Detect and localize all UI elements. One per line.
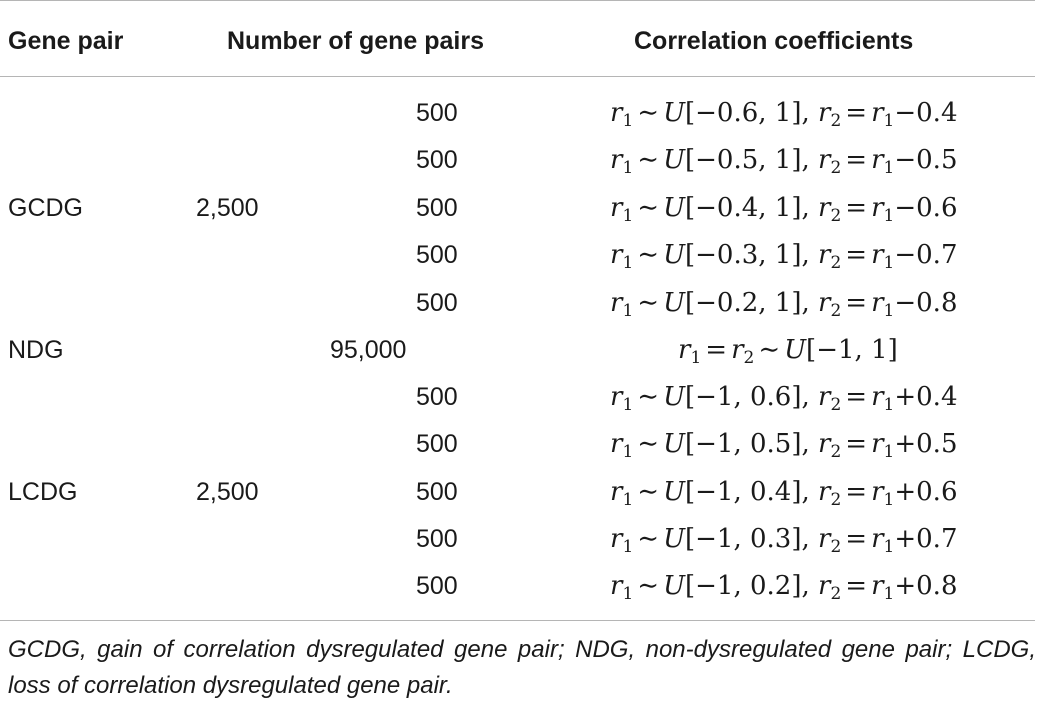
row-count: 500 [416, 99, 458, 127]
formula-range: [−1, 0.2] [684, 571, 802, 601]
correlation-formula-ndg: r1 = r2 ∼ U[−1, 1] [678, 335, 898, 368]
formula-range: [−0.5, 1] [684, 145, 802, 175]
row-count: 500 [416, 478, 458, 506]
group-label-gcdg: GCDG [8, 194, 83, 222]
formula-delta: 0.6 [916, 477, 958, 507]
formula-delta: 0.7 [916, 524, 958, 554]
top-rule [0, 0, 1035, 1]
row-count: 500 [416, 241, 458, 269]
formula-delta: 0.6 [916, 193, 958, 223]
formula-sign: − [894, 98, 917, 128]
formula-sign: + [894, 429, 917, 459]
header-number-of-gene-pairs: Number of gene pairs [227, 27, 484, 55]
formula-sign: − [894, 288, 917, 318]
correlation-formula: r1 ∼ U[−0.4, 1], r2 = r1−0.6 [610, 193, 958, 226]
correlation-formula: r1 ∼ U[−1, 0.3], r2 = r1+0.7 [610, 524, 958, 557]
row-count: 500 [416, 194, 458, 222]
group-total-ndg: 95,000 [330, 336, 407, 364]
formula-range: [−1, 0.3] [684, 524, 802, 554]
table-footnote: GCDG, gain of correlation dysregulated g… [8, 636, 1036, 699]
correlation-formula: r1 ∼ U[−0.2, 1], r2 = r1−0.8 [610, 288, 958, 321]
correlation-formula: r1 ∼ U[−0.5, 1], r2 = r1−0.5 [610, 145, 958, 178]
formula-delta: 0.7 [916, 240, 958, 270]
group-label-ndg: NDG [8, 336, 64, 364]
row-count: 500 [416, 146, 458, 174]
formula-delta: 0.4 [916, 382, 958, 412]
header-correlation-coefficients: Correlation coefficients [634, 27, 914, 55]
row-count: 500 [416, 383, 458, 411]
row-count: 500 [416, 430, 458, 458]
formula-range: [−1, 0.5] [684, 429, 802, 459]
formula-delta: 0.5 [916, 145, 958, 175]
header-rule [0, 76, 1035, 77]
formula-delta: 0.8 [916, 288, 958, 318]
formula-sign: + [894, 524, 917, 554]
group-label-lcdg: LCDG [8, 478, 78, 506]
row-count: 500 [416, 289, 458, 317]
formula-range: [−0.2, 1] [684, 288, 802, 318]
correlation-formula: r1 ∼ U[−1, 0.5], r2 = r1+0.5 [610, 429, 958, 462]
correlation-formula: r1 ∼ U[−0.3, 1], r2 = r1−0.7 [610, 240, 958, 273]
formula-delta: 0.5 [916, 429, 958, 459]
formula-sign: − [894, 193, 917, 223]
formula-range: [−1, 0.4] [684, 477, 802, 507]
formula-sign: + [894, 382, 917, 412]
header-gene-pair: Gene pair [8, 27, 124, 55]
row-count: 500 [416, 525, 458, 553]
formula-sign: + [894, 477, 917, 507]
correlation-formula: r1 ∼ U[−1, 0.6], r2 = r1+0.4 [610, 382, 958, 415]
correlation-formula: r1 ∼ U[−1, 0.2], r2 = r1+0.8 [610, 571, 958, 604]
formula-sign: + [894, 571, 917, 601]
formula-delta: 0.8 [916, 571, 958, 601]
row-count: 500 [416, 572, 458, 600]
formula-sign: − [894, 240, 917, 270]
formula-range: [−1, 1] [806, 335, 898, 365]
formula-range: [−0.3, 1] [684, 240, 802, 270]
bottom-rule [0, 620, 1035, 621]
formula-range: [−1, 0.6] [684, 382, 802, 412]
formula-range: [−0.4, 1] [684, 193, 802, 223]
correlation-formula: r1 ∼ U[−1, 0.4], r2 = r1+0.6 [610, 477, 958, 510]
formula-delta: 0.4 [916, 98, 958, 128]
group-total-gcdg: 2,500 [196, 194, 259, 222]
formula-sign: − [894, 145, 917, 175]
group-total-lcdg: 2,500 [196, 478, 259, 506]
correlation-formula: r1 ∼ U[−0.6, 1], r2 = r1−0.4 [610, 98, 958, 131]
formula-range: [−0.6, 1] [684, 98, 802, 128]
